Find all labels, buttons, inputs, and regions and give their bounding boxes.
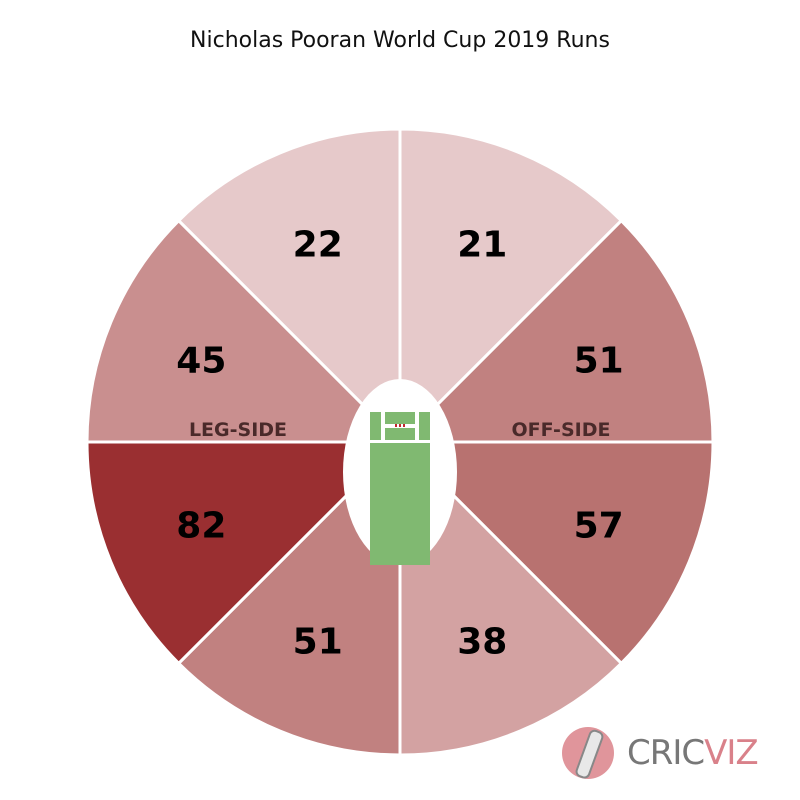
leg-side-label: LEG-SIDE [189,419,287,441]
pitch-strip [370,443,430,565]
stumps-icon [403,424,405,427]
sector-off-upper [396,218,715,444]
bat-logo-icon [562,727,614,779]
sector-leg-lower [85,440,404,666]
sector-value-label: 22 [293,224,343,265]
sector-value-label: 38 [457,622,507,663]
sector-value-label: 45 [176,341,226,382]
sector-value-label: 82 [176,505,226,546]
pitch-crease-box [385,412,415,424]
pitch-crease-box [385,428,415,440]
sector-off-lower [396,440,715,666]
pitch-crease-box [419,412,430,440]
pitch-crease-box [370,412,381,440]
sector-value-label: 51 [574,341,624,382]
off-side-label: OFF-SIDE [512,419,611,441]
sector-value-label: 21 [457,224,507,265]
sector-value-label: 57 [574,505,624,546]
chart-title: Nicholas Pooran World Cup 2019 Runs [190,28,610,53]
pitch [370,412,430,565]
sector-off-straight [398,127,624,446]
cricviz-logo: CRICVIZ [557,720,797,790]
sector-fine-leg-straight [176,127,402,446]
sector-leg-upper [85,218,404,444]
stumps-icon [395,424,397,427]
sector-off-behind [398,438,624,757]
stumps-icon [399,424,401,427]
sector-value-label: 51 [293,622,343,663]
sector-leg-behind [176,438,402,757]
